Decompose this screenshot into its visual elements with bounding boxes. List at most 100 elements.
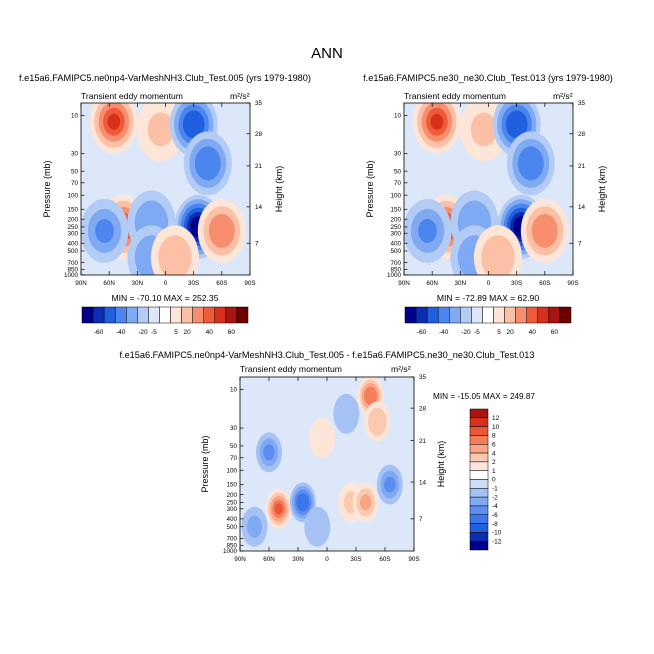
colorbar-label-p1-1: -40	[116, 329, 126, 336]
contour-p2-feature-5-level-3	[537, 221, 553, 241]
y-tick-label-p3-0: 10	[230, 387, 238, 394]
contour-p1-feature-10-level-3	[200, 153, 216, 173]
height-tick-label-p3-2: 21	[419, 438, 427, 445]
colorbar-swatch-p1-2	[103, 306, 116, 324]
y-tick-label-p2-1: 30	[394, 151, 402, 158]
colorbar-swatch-p1-12	[214, 306, 227, 324]
colorbar-label-p3-10: -4	[492, 503, 498, 510]
colorbar-swatch-p2-6	[471, 306, 483, 324]
x-tick-label-p3-4: 30S	[350, 556, 361, 563]
colorbar-label-p3-12: -8	[492, 521, 498, 528]
y-tick-label-p1-12: 850	[67, 267, 78, 274]
contour-p2-feature-0-level-4	[430, 113, 444, 130]
height-tick-label-p2-1: 28	[578, 131, 586, 138]
colorbar-swatch-p2-4	[449, 306, 461, 324]
panel-3-title: f.e15a6.FAMIPC5.ne0np4-VarMeshNH3.Club_T…	[119, 350, 534, 360]
y-tick-label-p1-6: 200	[67, 216, 78, 223]
height-tick-label-p3-1: 28	[419, 405, 427, 412]
colorbar-label-p2-0: -60	[417, 329, 427, 336]
x-tick-label-p3-6: 90S	[408, 556, 419, 563]
colorbar-swatch-p2-9	[504, 306, 516, 324]
x-tick-label-p3-1: 60N	[263, 556, 275, 563]
colorbar-label-p1-2: -20	[138, 329, 148, 336]
colorbar-swatch-p1-10	[192, 306, 204, 324]
height-tick-label-p2-3: 14	[578, 204, 586, 211]
x-tick-label-p1-2: 30N	[132, 280, 144, 287]
height-tick-label-p1-2: 21	[255, 163, 263, 170]
height-tick-label-p2-4: 7	[578, 240, 582, 247]
x-tick-label-p1-0: 90N	[75, 280, 87, 287]
panel-1-plot-area	[81, 103, 250, 275]
colorbar-swatch-p3-2	[469, 426, 489, 436]
height-tick-label-p2-0: 35	[578, 100, 586, 107]
y-tick-label-p2-10: 500	[390, 248, 401, 255]
y-tick-label-p3-13: 1000	[223, 548, 238, 555]
contour-p3-feature-0-level-4	[366, 390, 375, 402]
y-tick-label-p1-4: 100	[67, 192, 78, 199]
panel-3-plot-area	[240, 377, 414, 551]
y-tick-label-p1-10: 500	[67, 248, 78, 255]
x-tick-label-p1-3: 0	[164, 280, 168, 287]
y-tick-label-p1-13: 1000	[64, 272, 79, 279]
colorbar-label-p2-5: 20	[506, 329, 514, 336]
colorbar-swatch-p2-5	[460, 306, 472, 324]
colorbar-swatch-p1-11	[203, 306, 216, 324]
x-tick-label-p2-6: 90S	[567, 280, 578, 287]
panel-3-ylabel: Pressure (mb)	[200, 435, 210, 492]
y-tick-label-p1-2: 50	[71, 168, 79, 175]
colorbar-swatch-p1-4	[126, 306, 138, 324]
contour-p2-feature-10-level-3	[523, 153, 539, 173]
panel-1-left-label: Transient eddy momentum	[81, 91, 183, 101]
colorbar-label-p2-6: 40	[529, 329, 537, 336]
colorbar-swatch-p3-15	[469, 540, 489, 551]
contour-p3-feature-1-level-2	[371, 413, 383, 430]
y-tick-label-p2-0: 10	[394, 113, 402, 120]
colorbar-label-p3-14: -12	[492, 538, 502, 545]
colorbar-swatch-p2-8	[493, 306, 505, 324]
y-tick-label-p1-1: 30	[71, 151, 79, 158]
height-tick-label-p1-4: 7	[255, 240, 259, 247]
y-tick-label-p1-3: 70	[71, 180, 79, 187]
x-tick-label-p2-3: 0	[487, 280, 491, 287]
colorbar-label-p2-2: -20	[461, 329, 471, 336]
colorbar-label-p3-2: 8	[492, 433, 496, 440]
colorbar-label-p2-7: 60	[551, 329, 559, 336]
y-tick-label-p3-1: 30	[230, 425, 238, 432]
x-tick-label-p1-4: 30S	[188, 280, 199, 287]
panel-2-stats: MIN = -72.89 MAX = 62.90	[437, 293, 539, 303]
colorbar-swatch-p2-2	[426, 306, 439, 324]
colorbar-swatch-p1-0	[81, 306, 94, 324]
y-tick-label-p1-0: 10	[71, 113, 79, 120]
y-tick-label-p2-8: 300	[390, 230, 401, 237]
x-tick-label-p1-5: 60S	[216, 280, 227, 287]
colorbar-swatch-p3-13	[469, 523, 489, 533]
colorbar-label-p3-8: -1	[492, 486, 498, 493]
height-tick-label-p3-4: 7	[419, 516, 423, 523]
colorbar-swatch-p3-9	[469, 488, 489, 498]
colorbar-swatch-p2-11	[526, 306, 539, 324]
x-tick-label-p1-1: 60N	[103, 280, 115, 287]
y-tick-label-p2-5: 150	[390, 206, 401, 213]
x-tick-label-p3-0: 90N	[234, 556, 246, 563]
contour-p1-feature-1-level-1	[147, 112, 174, 147]
colorbar-swatch-p3-11	[469, 505, 489, 516]
panel-1-colorbar: -60 -40 -20 -5 5 20 40 60	[81, 306, 249, 336]
colorbar-swatch-p2-0	[404, 306, 417, 324]
contour-p3-feature-7-level-2	[384, 476, 396, 493]
colorbar-label-p3-5: 2	[492, 459, 496, 466]
colorbar-label-p1-3: -5	[151, 329, 157, 336]
contour-p2-feature-9-level-2	[488, 245, 508, 270]
x-tick-label-p3-2: 30N	[292, 556, 304, 563]
y-tick-label-p2-3: 70	[394, 180, 402, 187]
colorbar-label-p3-11: -6	[492, 512, 498, 519]
y-tick-label-p3-6: 200	[226, 492, 237, 499]
panel-2-units: m²/s²	[553, 91, 573, 101]
colorbar-label-p2-1: -40	[439, 329, 449, 336]
colorbar-swatch-p1-8	[170, 306, 182, 324]
y-tick-label-p2-12: 850	[390, 267, 401, 274]
panel-3: f.e15a6.FAMIPC5.ne0np4-VarMeshNH3.Club_T…	[119, 350, 535, 563]
x-tick-label-p3-5: 60S	[379, 556, 390, 563]
contour-p3-feature-6-level-2	[360, 494, 372, 511]
contour-p3-feature-2-level-4	[274, 503, 283, 515]
